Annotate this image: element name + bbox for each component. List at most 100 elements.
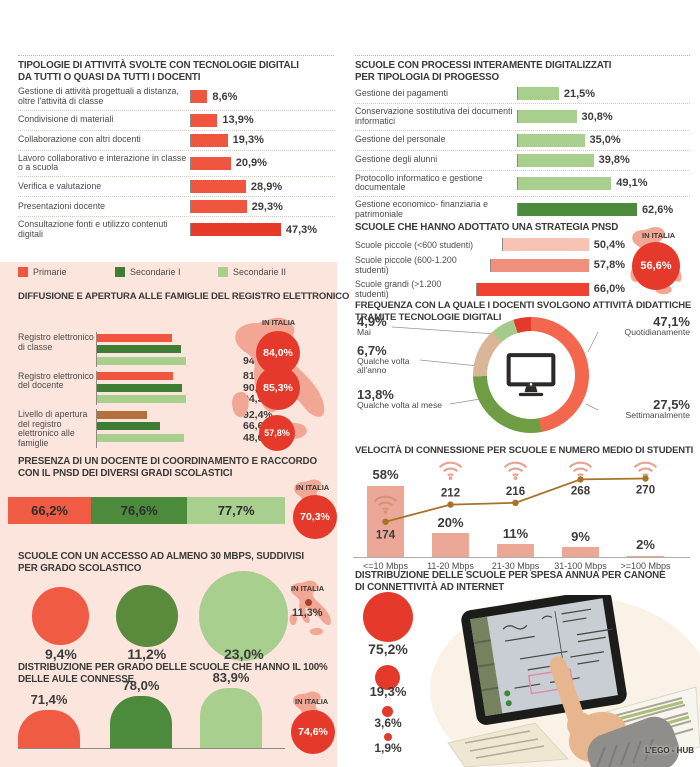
bar [562, 546, 599, 558]
bar-row: Gestione di attività progettuali a dista… [18, 84, 335, 111]
bar-row: Scuole piccole (<600 studenti) 50,4% [355, 238, 625, 251]
divider [355, 55, 690, 56]
bar [191, 90, 208, 104]
bar [191, 113, 218, 127]
section-title-tipologie: TIPOLOGIE DI ATTIVITÀ SVOLTE CON TECNOLO… [18, 60, 299, 83]
bar-row: Scuole grandi (>1.200 studenti) 66,0% [355, 279, 625, 299]
chart-30mbps [18, 571, 298, 661]
tablet-illustration [430, 589, 700, 767]
in-italia-label: IN ITALIA [262, 318, 296, 327]
in-italia-badge: 74,6% [291, 710, 335, 754]
bar-row: Protocollo informatico e gestione docume… [355, 171, 690, 198]
bar [627, 555, 664, 558]
in-italia-badge: 85,3% [256, 366, 300, 410]
in-italia-badge: 57,8% [259, 415, 295, 451]
bar-row: Consultazione fonti e utilizzo contenuti… [18, 217, 335, 243]
chart-velocita: 58% 20% 11% 9% 2% 174 212 216 268 270 [353, 458, 690, 558]
bubble [363, 592, 414, 643]
legend-swatch [18, 267, 28, 277]
bar-row: Gestione degli alunni 39,8% [355, 151, 690, 171]
chart-spesa: 75,2% 19,3% 3,6% 1,9% [353, 590, 433, 767]
bar-row: Scuole piccole (600-1.200 studenti) 57,8… [355, 255, 625, 275]
bar [97, 422, 160, 431]
velocity-column: 2% [613, 458, 678, 558]
baseline [353, 557, 690, 558]
bar [97, 345, 182, 354]
bar [191, 180, 246, 194]
bar-row: Gestione del personale 35,0% [355, 131, 690, 151]
in-italia-badge: 56,6% [632, 242, 680, 290]
chart-pnsd: Scuole piccole (<600 studenti) 50,4% Scu… [355, 238, 625, 303]
bubble [384, 733, 392, 741]
stack-segment: 76,6% [91, 497, 188, 524]
bar [518, 110, 577, 124]
stack-segment: 77,7% [187, 497, 285, 524]
bar [518, 133, 585, 147]
divider [18, 55, 334, 56]
bar [191, 223, 281, 237]
in-italia-value: 11,3% [292, 607, 323, 619]
bubble [382, 706, 393, 717]
velocity-column: 11% [483, 458, 548, 558]
section-title-30mbps: SCUOLE CON UN ACCESSO AD ALMENO 30 MBPS,… [18, 551, 304, 574]
computer-icon [506, 353, 556, 397]
bar [97, 410, 147, 419]
wifi-icon [568, 461, 593, 480]
section-title-processi: SCUOLE CON PROCESSI INTERAMENTE DIGITALI… [355, 60, 612, 83]
bubble [199, 571, 289, 661]
chart-30mbps-labels: 9,4% 11,2% 23,0% [44, 646, 264, 662]
section-title-coordinamento: PRESENZA DI UN DOCENTE DI COORDINAMENTO … [18, 456, 317, 479]
section-title-frequenza: FREQUENZA CON LA QUALE I DOCENTI SVOLGON… [355, 300, 692, 323]
bubble [375, 665, 401, 691]
bar-row: Gestione dei pagamenti 21,5% [355, 84, 690, 104]
bar [97, 395, 186, 404]
bar [518, 176, 612, 190]
legend-swatch [218, 267, 228, 277]
section-title-velocita: VELOCITÀ DI CONNESSIONE PER SCUOLE E NUM… [355, 445, 694, 456]
legend-swatch [115, 267, 125, 277]
tablet-photo: L'EGO - HUB [430, 589, 700, 767]
bar [518, 87, 559, 100]
wifi-icon [503, 461, 528, 480]
bar-row: Gestione economico- finanziaria e patrim… [355, 197, 690, 223]
section-title-pnsd: SCUOLE CHE HANNO ADOTTATO UNA STRATEGIA … [355, 222, 619, 233]
bar [191, 156, 231, 170]
bar [432, 533, 469, 558]
bar-row: Verifica e valutazione 28,9% [18, 177, 335, 198]
bar [490, 258, 589, 272]
credit-text: L'EGO - HUB [644, 746, 694, 755]
bar [97, 383, 183, 392]
baseline [18, 748, 285, 749]
velocity-column: 20% [418, 458, 483, 558]
bar [191, 200, 247, 214]
bar-row: Presentazioni docente 29,3% [18, 197, 335, 218]
in-italia-badge: 70,3% [293, 495, 337, 539]
donut-hole [487, 331, 575, 419]
map-dot [305, 599, 312, 606]
wifi-icon [633, 461, 658, 480]
bar [97, 372, 174, 381]
bubble [32, 587, 90, 645]
section-title-aule: DISTRIBUZIONE PER GRADO DELLE SCUOLE CHE… [18, 662, 328, 685]
chart-tipologie: Gestione di attività progettuali a dista… [18, 84, 335, 243]
section-title-spesa: DISTRIBUZIONE DELLE SCUOLE PER SPESA ANN… [355, 570, 666, 593]
wifi-icon [438, 461, 463, 480]
bar [191, 133, 228, 147]
bar [476, 282, 589, 296]
bar [110, 696, 172, 748]
in-italia-label: IN ITALIA [291, 584, 325, 593]
in-italia-label: IN ITALIA [642, 231, 676, 240]
bar [503, 238, 589, 251]
donut-label-anno: 6,7% Qualche volta all'anno [357, 343, 410, 376]
bar [18, 710, 80, 748]
legend-item: Secondarie II [218, 267, 286, 277]
chart-coordinamento: 66,2% 76,6% 77,7% [8, 497, 285, 524]
velocity-categories: <=10 Mbps 11-20 Mbps 21-30 Mbps 31-100 M… [362, 561, 671, 571]
chart-aule: 71,4% 78,0% 83,9% [18, 670, 288, 748]
in-italia-label: IN ITALIA [296, 483, 330, 492]
legend-item: Secondarie I [115, 267, 218, 277]
bar [497, 544, 534, 558]
bar-row: Conservazione sostitutiva dei documenti … [355, 104, 690, 131]
bar [97, 333, 172, 342]
